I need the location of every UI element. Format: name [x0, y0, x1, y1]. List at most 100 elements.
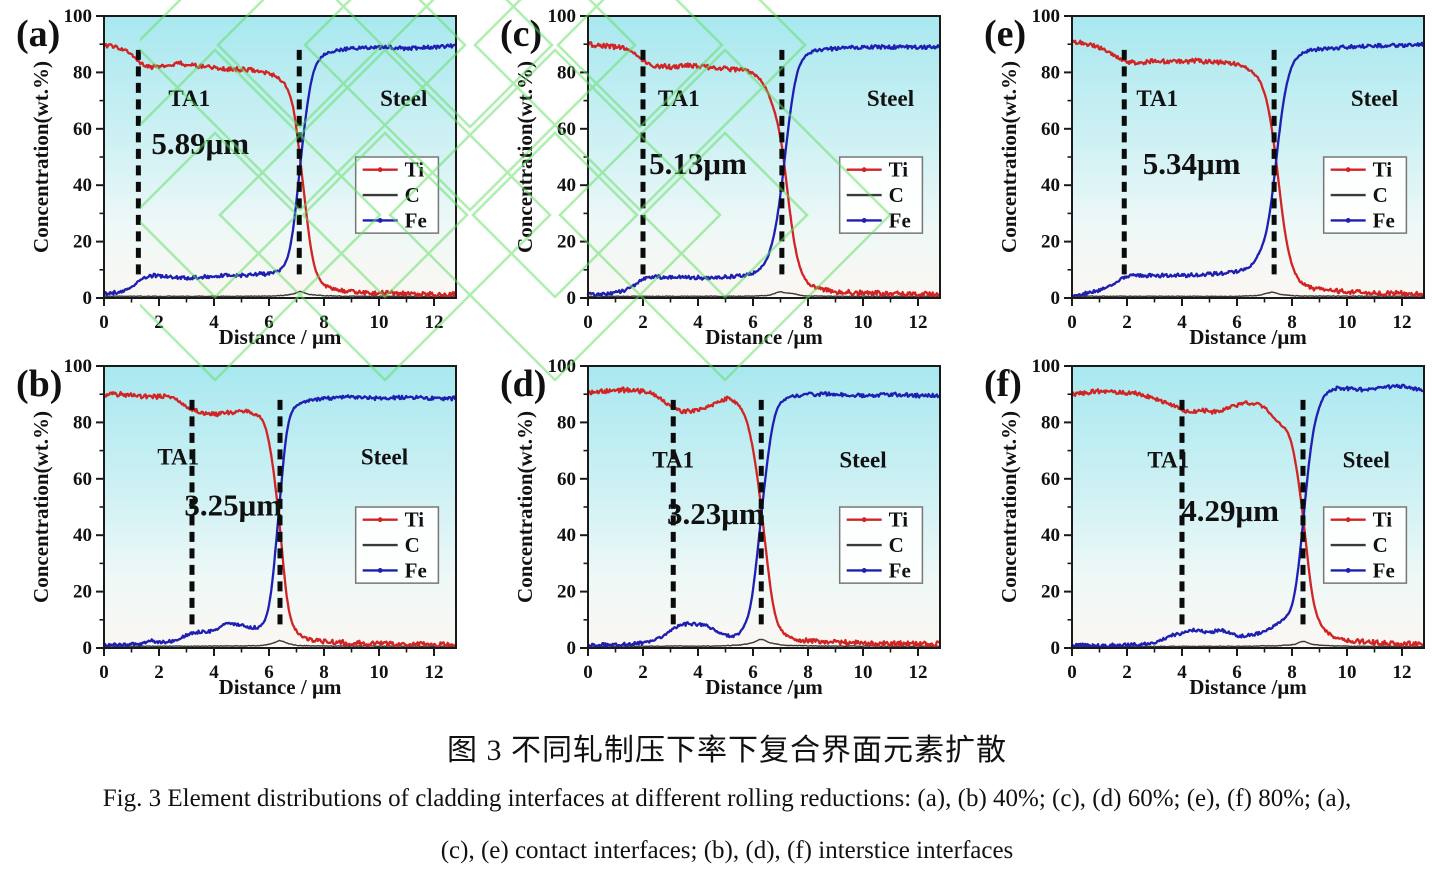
- series-ti-marker: [1169, 59, 1172, 62]
- series-fe-marker: [201, 277, 204, 280]
- series-fe-marker: [1294, 58, 1297, 62]
- x-axis-tick-label: 0: [99, 662, 109, 683]
- series-ti-marker: [727, 396, 730, 399]
- series-fe-marker: [846, 394, 849, 397]
- series-fe-marker: [237, 274, 241, 277]
- series-fe-marker: [856, 47, 860, 51]
- subplot-cell-d: 0 2 4 6 8 10 12 0 20 40 60 80 100 Distance /μm Concent…: [484, 350, 968, 705]
- y-axis-tick-label: 60: [557, 119, 576, 140]
- series-ti-marker: [1356, 289, 1359, 292]
- series-fe-marker: [618, 644, 621, 647]
- y-axis-tick-label: 20: [73, 582, 92, 603]
- series-fe-marker: [763, 262, 766, 265]
- series-fe-marker: [867, 47, 870, 50]
- series-fe-marker: [331, 396, 334, 399]
- series-ti-marker: [243, 410, 246, 414]
- series-ti-marker: [362, 641, 365, 644]
- series-ti-marker: [149, 64, 152, 68]
- series-ti-marker: [934, 293, 937, 296]
- series-ti-marker: [711, 404, 714, 408]
- x-axis-tick-label: 10: [854, 662, 873, 683]
- series-fe-marker: [851, 394, 854, 397]
- series-ti-marker: [913, 642, 917, 645]
- series-ti-marker: [393, 645, 396, 648]
- series-ti-marker: [1351, 640, 1354, 643]
- legend-label-c: C: [1373, 533, 1388, 557]
- region-label-steel: Steel: [1343, 448, 1390, 473]
- legend-label-fe: Fe: [889, 558, 911, 582]
- y-axis-tick-label: 0: [1051, 638, 1061, 659]
- subplot-cell-f: 0 2 4 6 8 10 12 0 20 40 60 80 100 Distance /μm Concent…: [968, 350, 1454, 705]
- legend-label-ti: Ti: [1373, 508, 1393, 532]
- legend-sample-marker-fe: [861, 218, 867, 223]
- series-fe-marker: [675, 626, 678, 630]
- series-fe-marker: [414, 45, 417, 48]
- series-fe-marker: [113, 642, 116, 645]
- series-ti-marker: [227, 66, 230, 70]
- series-fe-marker: [623, 290, 626, 293]
- series-ti-marker: [1159, 399, 1162, 402]
- series-fe-marker: [159, 642, 163, 645]
- series-ti-marker: [664, 402, 668, 406]
- series-ti-marker: [846, 291, 849, 294]
- series-fe-marker: [1413, 386, 1416, 389]
- series-fe-marker: [727, 276, 730, 279]
- series-ti-marker: [887, 293, 891, 296]
- series-fe-marker: [268, 596, 272, 600]
- y-axis-tick-label: 40: [557, 175, 576, 196]
- series-fe-marker: [784, 398, 787, 402]
- series-ti-marker: [159, 396, 163, 399]
- series-fe-marker: [913, 392, 917, 396]
- series-fe-marker: [1102, 286, 1105, 289]
- series-ti-marker: [222, 66, 225, 69]
- series-fe-marker: [706, 278, 709, 281]
- series-ti-marker: [258, 70, 261, 74]
- series-ti-marker: [903, 642, 906, 646]
- series-fe-marker: [217, 627, 220, 630]
- x-axis-tick-label: 0: [99, 312, 109, 333]
- series-fe-marker: [747, 611, 751, 614]
- series-fe-marker: [1387, 44, 1390, 48]
- series-ti-marker: [675, 64, 678, 67]
- series-ti-marker: [799, 268, 803, 271]
- series-ti-marker: [1247, 69, 1250, 72]
- subplot-b-chart: 0 2 4 6 8 10 12 0 20 40 60 80 100 Distance / μm Concen…: [16, 356, 458, 699]
- series-fe-marker: [851, 45, 854, 48]
- series-ti-marker: [1221, 410, 1224, 413]
- series-fe-marker: [1397, 43, 1401, 46]
- region-label-steel: Steel: [1351, 86, 1398, 111]
- series-fe-marker: [248, 272, 251, 276]
- series-fe-marker: [367, 397, 370, 400]
- series-ti-marker: [1382, 293, 1385, 296]
- series-fe-marker: [149, 274, 152, 277]
- series-ti-marker: [597, 42, 600, 46]
- series-ti-marker: [1174, 59, 1177, 62]
- series-ti-marker: [320, 281, 324, 285]
- series-fe-marker: [841, 45, 844, 49]
- series-fe-marker: [1231, 632, 1235, 636]
- series-fe-marker: [929, 395, 932, 398]
- series-fe-marker: [1382, 386, 1385, 389]
- series-ti-marker: [1076, 391, 1079, 395]
- series-fe-marker: [908, 45, 912, 48]
- series-ti-marker: [830, 641, 834, 644]
- series-fe-marker: [274, 269, 277, 273]
- series-ti-marker: [742, 412, 745, 415]
- series-ti-marker: [908, 641, 912, 645]
- series-fe-marker: [357, 47, 360, 50]
- series-ti-marker: [310, 637, 313, 641]
- series-ti-marker: [1226, 60, 1229, 64]
- series-fe-marker: [836, 393, 839, 396]
- series-ti-marker: [903, 294, 906, 297]
- series-ti-marker: [711, 66, 714, 70]
- series-ti-marker: [237, 409, 241, 412]
- series-ti-marker: [872, 293, 875, 296]
- series-ti-marker: [1418, 642, 1421, 645]
- series-fe-marker: [274, 550, 277, 553]
- series-fe-marker: [414, 396, 417, 400]
- x-axis-tick-label: 12: [909, 312, 928, 333]
- series-ti-marker: [1299, 494, 1302, 498]
- series-fe-marker: [830, 49, 834, 52]
- series-fe-marker: [1408, 385, 1411, 388]
